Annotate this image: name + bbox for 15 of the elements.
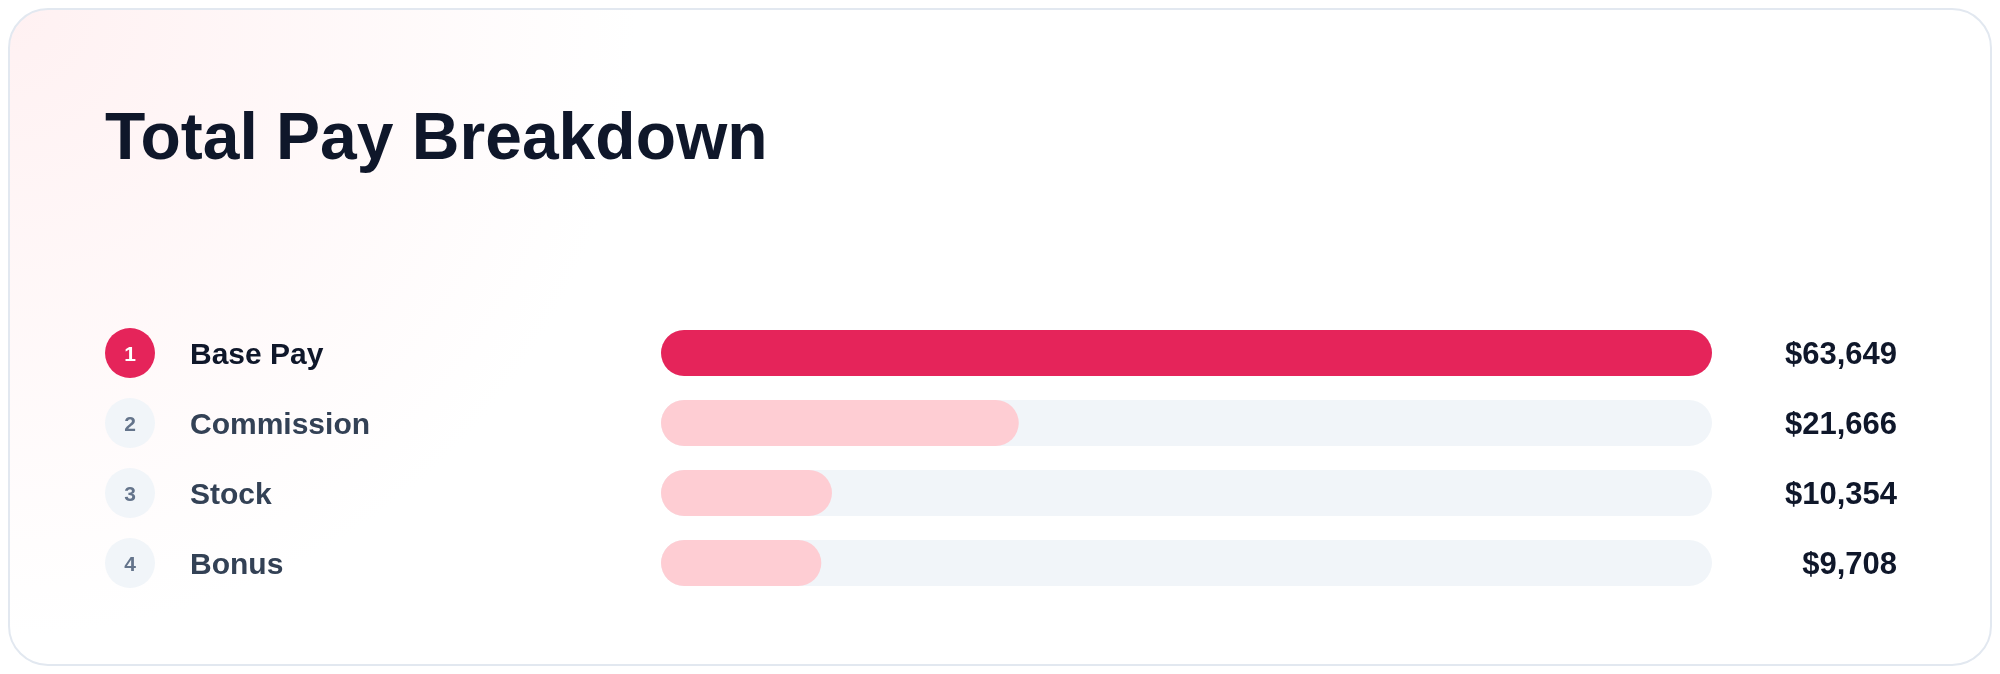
bar <box>661 540 822 586</box>
chart-title: Total Pay Breakdown <box>105 98 768 174</box>
y-tick-label: Stock <box>190 476 273 510</box>
rank-badge: 4 <box>105 538 155 588</box>
bar <box>661 470 832 516</box>
rank-badge: 3 <box>105 468 155 518</box>
data-label: $63,649 <box>1784 335 1897 371</box>
y-tick-label: Commission <box>190 406 371 440</box>
rank-badge: 2 <box>105 398 155 448</box>
y-tick-label: Base Pay <box>190 336 324 370</box>
data-label: $21,666 <box>1784 405 1897 441</box>
data-label: $10,354 <box>1784 475 1898 511</box>
y-tick-label: Bonus <box>190 546 284 580</box>
data-label: $9,708 <box>1802 545 1897 581</box>
rank-badge: 1 <box>105 328 155 378</box>
